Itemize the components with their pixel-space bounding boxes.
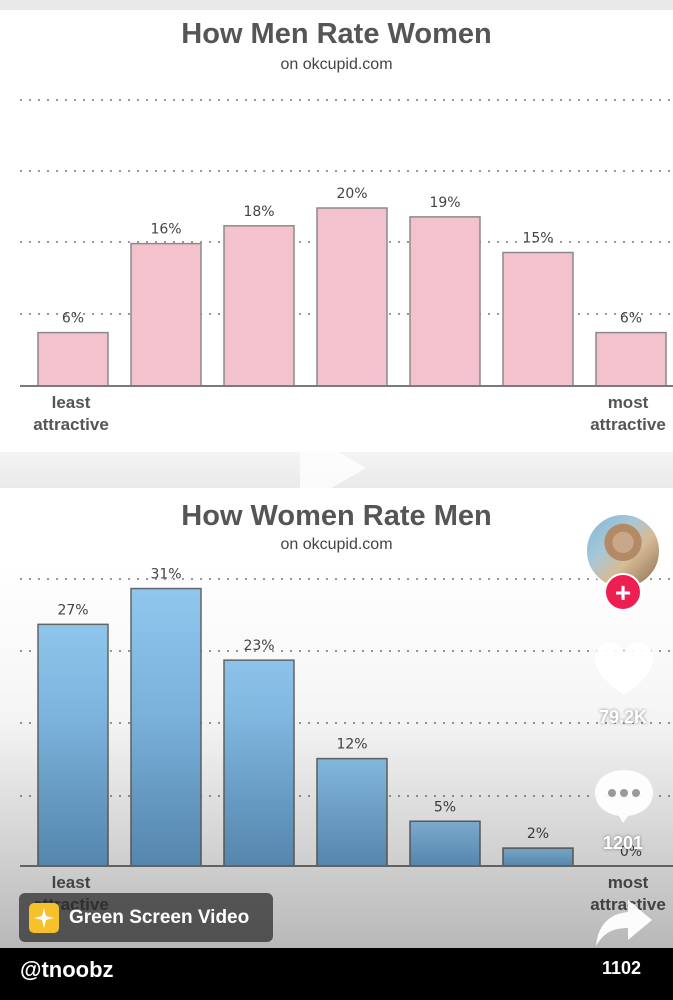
chart-1-data-label: 19% [429, 195, 460, 211]
chart-2-data-label: 5% [434, 799, 456, 815]
comment-count: 1201 [602, 833, 644, 853]
chart-1-subtitle: on okcupid.com [280, 56, 393, 73]
chart-2-bar [409, 820, 481, 867]
chart-1-bar [595, 331, 667, 387]
chart-1-data-label: 18% [243, 204, 274, 220]
comment-icon[interactable] [593, 768, 655, 824]
chart-2-data-label: 2% [527, 826, 549, 842]
chart-1-category-label: least attractive [33, 393, 109, 434]
chart-1-title: How Men Rate Women [181, 18, 492, 50]
sparkle-icon [29, 902, 59, 933]
chart-1-bar [130, 242, 202, 387]
video-frame[interactable]: How Men Rate Women on okcupid.com 6% 16% 1… [0, 0, 673, 948]
chart-2-bar [223, 659, 295, 867]
chart-1-data-label: 6% [620, 311, 642, 327]
chart-1-bar [37, 331, 109, 387]
chart-2-data-label: 31% [150, 567, 181, 583]
play-icon[interactable] [300, 430, 366, 506]
effect-label: Green Screen Video [69, 906, 250, 928]
heart-icon[interactable] [593, 640, 655, 698]
chart-2-bar [130, 587, 202, 867]
chart-2-data-label: 27% [57, 602, 88, 618]
chart-1-data-label: 15% [522, 231, 553, 247]
footer-bar [0, 948, 673, 1000]
chart-2-data-label: 12% [336, 737, 367, 753]
chart-2-bar [502, 847, 574, 867]
chart-1-bar [223, 225, 295, 387]
username[interactable]: @tnoobz [20, 957, 114, 982]
chart-2: 27%31%23%12%5%2%0%leastattractivemostatt… [20, 567, 673, 914]
chart-1-data-label: 6% [62, 311, 84, 327]
chart-2-data-label: 23% [243, 638, 274, 654]
chart-2-data-label: 0% [620, 844, 642, 860]
chart-2-bar [37, 623, 109, 867]
share-count: 1102 [602, 958, 642, 978]
chart-1-bar [502, 251, 574, 387]
effect-tag[interactable]: Green Screen Video [19, 893, 273, 942]
share-icon[interactable] [594, 898, 654, 948]
like-count: 79.2K [598, 707, 648, 727]
chart-1-data-label: 16% [150, 222, 181, 238]
plus-icon: + [614, 577, 632, 608]
chart-1-bar [316, 207, 388, 387]
top-strip [0, 0, 673, 10]
chart-1-data-label: 20% [336, 186, 367, 202]
chart-1-category-label: most attractive [590, 393, 666, 434]
chart-2-subtitle: on okcupid.com [280, 536, 393, 553]
chart-1: 6% 16% 18% 20% 19% 15% 6% least attractive most at… [20, 99, 673, 434]
follow-button[interactable]: + [604, 573, 642, 611]
chart-2-bar [316, 757, 388, 867]
chart-1-bar [409, 216, 481, 387]
